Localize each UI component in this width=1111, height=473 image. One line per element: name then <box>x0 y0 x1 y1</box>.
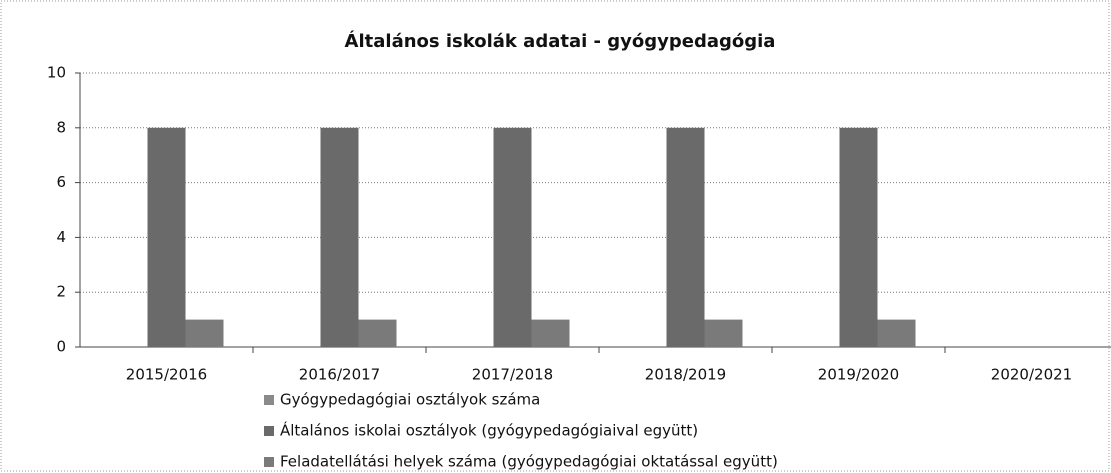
y-tick-label: 10 <box>47 64 66 82</box>
bar <box>358 319 397 347</box>
y-tick-label: 0 <box>56 338 66 356</box>
legend-swatch <box>264 426 274 436</box>
y-tick-label: 4 <box>56 228 66 246</box>
x-tick-label: 2015/2016 <box>126 366 207 384</box>
legend-label: Általános iskolai osztályok (gyógypedagó… <box>280 421 698 440</box>
bar <box>877 319 916 347</box>
bar <box>493 127 532 347</box>
bar <box>839 127 878 347</box>
bar <box>704 319 743 347</box>
x-tick-label: 2018/2019 <box>645 366 726 384</box>
legend-label: Gyógypedagógiai osztályok száma <box>280 391 540 409</box>
legend-swatch <box>264 395 274 405</box>
y-tick-label: 8 <box>56 118 66 136</box>
bar <box>147 127 186 347</box>
bar <box>531 319 570 347</box>
legend-label: Feladatellátási helyek száma (gyógypedag… <box>280 453 778 471</box>
legend-swatch <box>264 457 274 467</box>
y-tick-label: 6 <box>56 173 66 191</box>
x-tick-label: 2017/2018 <box>472 366 553 384</box>
bar <box>666 127 705 347</box>
x-tick-label: 2019/2020 <box>818 366 899 384</box>
bar <box>185 319 224 347</box>
bar <box>320 127 359 347</box>
x-tick-label: 2016/2017 <box>299 366 380 384</box>
x-tick-label: 2020/2021 <box>991 366 1072 384</box>
y-tick-label: 2 <box>56 283 66 301</box>
chart-title: Általános iskolák adatai - gyógypedagógi… <box>345 30 776 52</box>
